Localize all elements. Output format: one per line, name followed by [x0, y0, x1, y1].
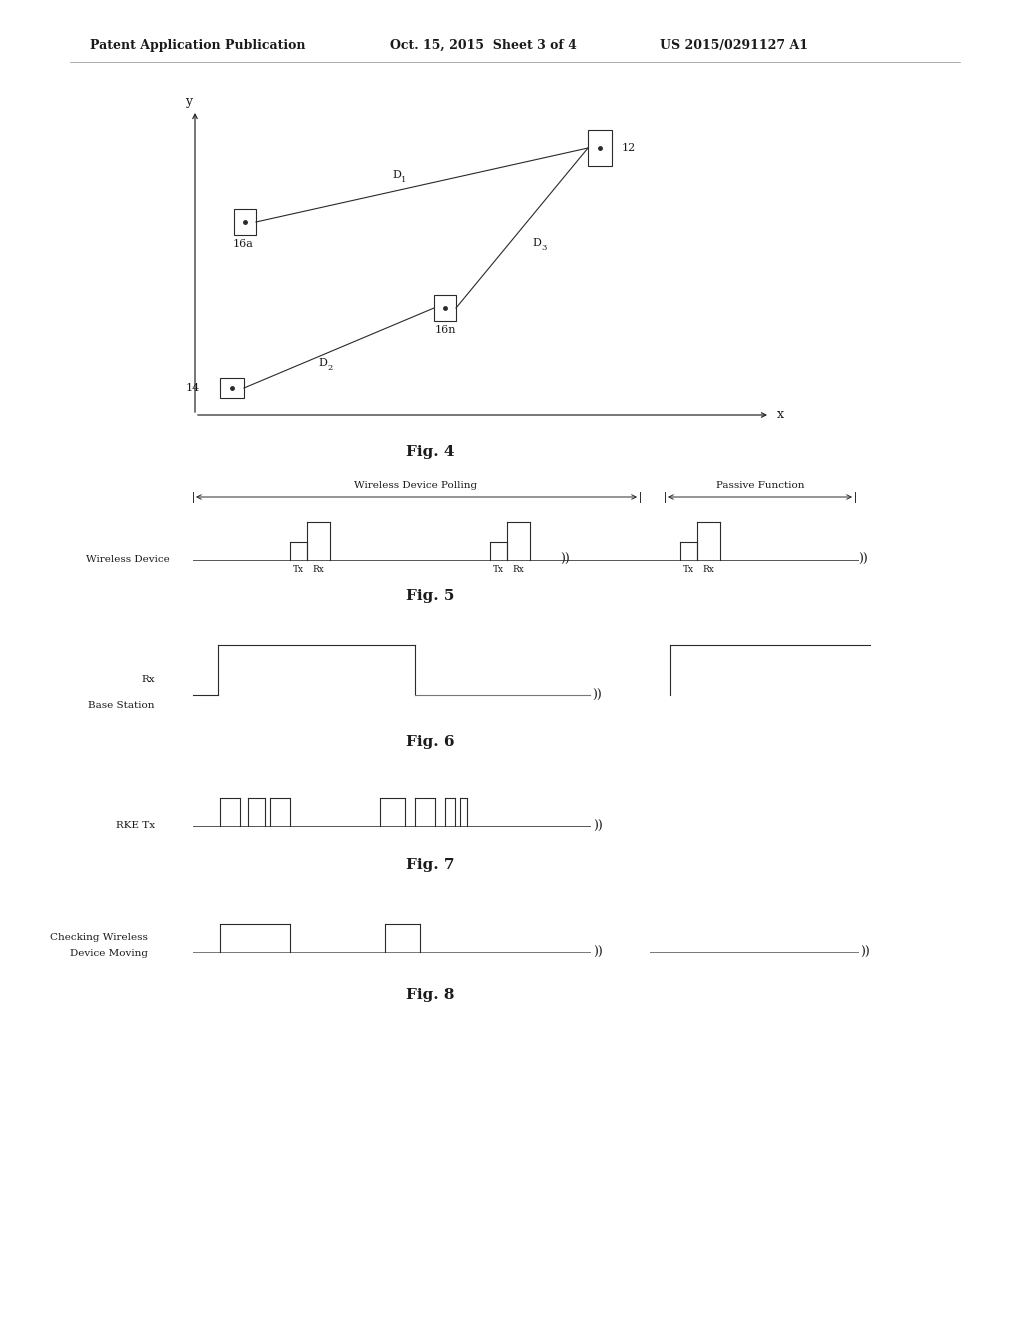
Text: x: x	[776, 408, 783, 421]
Text: Checking Wireless: Checking Wireless	[50, 933, 148, 942]
Text: Fig. 5: Fig. 5	[406, 589, 455, 603]
Text: Rx: Rx	[512, 565, 524, 574]
Text: Fig. 6: Fig. 6	[406, 735, 455, 748]
Bar	[434, 294, 456, 321]
Text: Wireless Device: Wireless Device	[86, 556, 170, 565]
Text: )): ))	[593, 945, 603, 958]
Text: D: D	[318, 358, 328, 368]
Text: D: D	[392, 170, 401, 180]
Text: y: y	[185, 95, 193, 108]
Text: Tx: Tx	[493, 565, 504, 574]
Text: Fig. 8: Fig. 8	[406, 987, 455, 1002]
Text: Patent Application Publication: Patent Application Publication	[90, 38, 305, 51]
Text: Rx: Rx	[141, 675, 155, 684]
Text: Passive Function: Passive Function	[716, 480, 804, 490]
Text: 14: 14	[185, 383, 200, 393]
Text: US 2015/0291127 A1: US 2015/0291127 A1	[660, 38, 808, 51]
Bar	[220, 378, 244, 399]
Text: D: D	[532, 238, 542, 248]
Bar	[234, 209, 256, 235]
Bar	[588, 129, 612, 166]
Text: Oct. 15, 2015  Sheet 3 of 4: Oct. 15, 2015 Sheet 3 of 4	[390, 38, 577, 51]
Text: 1: 1	[401, 176, 407, 183]
Text: 16a: 16a	[232, 239, 253, 249]
Text: Rx: Rx	[312, 565, 324, 574]
Text: )): ))	[592, 689, 602, 701]
Text: Device Moving: Device Moving	[70, 949, 148, 958]
Text: 2: 2	[328, 364, 333, 372]
Text: )): ))	[560, 553, 569, 565]
Text: )): ))	[858, 553, 867, 565]
Text: )): ))	[593, 820, 603, 833]
Text: RKE Tx: RKE Tx	[116, 821, 155, 830]
Text: Fig. 4: Fig. 4	[406, 445, 455, 459]
Text: Wireless Device Polling: Wireless Device Polling	[354, 480, 477, 490]
Text: Tx: Tx	[293, 565, 303, 574]
Text: Base Station: Base Station	[88, 701, 155, 710]
Text: Fig. 7: Fig. 7	[406, 858, 455, 873]
Text: 3: 3	[542, 244, 547, 252]
Text: Rx: Rx	[702, 565, 714, 574]
Text: Tx: Tx	[682, 565, 693, 574]
Text: 12: 12	[622, 143, 636, 153]
Text: 16n: 16n	[434, 325, 456, 335]
Text: )): ))	[860, 945, 869, 958]
